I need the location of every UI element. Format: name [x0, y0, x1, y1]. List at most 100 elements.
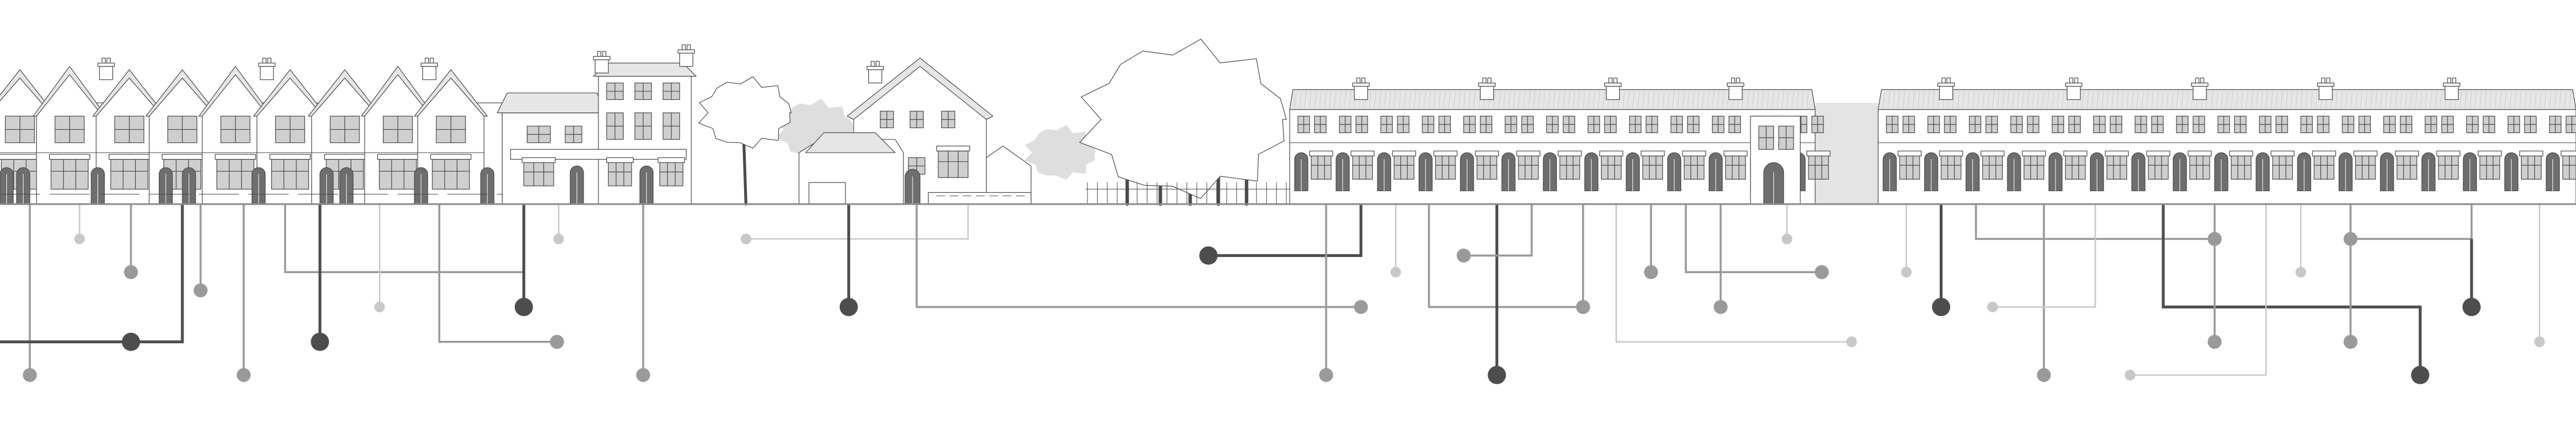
- door-icon: [2007, 152, 2021, 192]
- connector-line: [1208, 204, 1363, 257]
- bay-window-icon: [1392, 150, 1416, 180]
- terrace-unit: [1667, 115, 1706, 192]
- terrace-unit: [1584, 115, 1623, 192]
- house-icon: [198, 66, 272, 205]
- house-icon: [361, 66, 435, 205]
- window-icon: [167, 115, 198, 143]
- connector-node-icon: [2534, 336, 2545, 347]
- chimney-icon: [1727, 77, 1744, 100]
- window-icon: [1646, 115, 1658, 133]
- tree-icon: [1079, 38, 1290, 206]
- chimney-icon: [678, 44, 695, 67]
- window-icon: [1438, 115, 1451, 133]
- connector-node-icon: [1354, 300, 1368, 314]
- chimney-icon: [1937, 77, 1955, 100]
- window-icon: [1811, 115, 1824, 133]
- door-icon: [1460, 152, 1474, 192]
- window-icon: [1422, 115, 1435, 133]
- window-icon: [1604, 115, 1617, 133]
- bay-window-icon: [2561, 150, 2576, 180]
- door-icon: [2131, 152, 2146, 192]
- door-icon: [2048, 152, 2063, 192]
- chimney-icon: [593, 51, 610, 73]
- connector-node-icon: [553, 234, 564, 244]
- bay-window-icon: [1806, 150, 1831, 180]
- door-icon: [1882, 152, 1897, 192]
- window-icon: [2135, 115, 2147, 133]
- window-icon: [1587, 115, 1600, 133]
- chimney-icon: [866, 61, 884, 84]
- connector-line: [1615, 204, 1852, 343]
- bay-window-icon: [1641, 150, 1665, 180]
- bay-window-icon: [1599, 150, 1623, 180]
- door-icon: [639, 165, 654, 205]
- connector-node-icon: [374, 301, 385, 313]
- window-icon: [436, 115, 466, 143]
- window-icon: [2466, 115, 2479, 133]
- terrace-unit: [1501, 115, 1541, 192]
- chimney-icon: [1352, 77, 1370, 100]
- connector-node-icon: [1199, 246, 1218, 265]
- window-icon: [1314, 115, 1327, 133]
- terrace-unit: [2546, 115, 2576, 192]
- bay-window-icon: [430, 154, 472, 190]
- chimney-icon: [2065, 77, 2082, 100]
- window-icon: [910, 111, 924, 129]
- window-icon: [2524, 115, 2537, 133]
- bay-window-icon: [1980, 150, 2005, 180]
- window-icon: [1629, 115, 1642, 133]
- window-icon: [527, 126, 551, 143]
- connector-node-icon: [1319, 368, 1333, 382]
- bay-window-icon: [214, 154, 256, 190]
- window-icon: [2566, 115, 2576, 133]
- window-icon: [2358, 115, 2371, 133]
- bay-window-icon: [1557, 150, 1582, 180]
- terrace-unit: [2214, 115, 2253, 192]
- connector-node-icon: [2207, 335, 2222, 349]
- window-icon: [2383, 115, 2396, 133]
- window-icon: [1521, 115, 1534, 133]
- door-icon: [2172, 152, 2187, 192]
- door-icon: [91, 167, 105, 205]
- connector-node-icon: [2207, 232, 2222, 246]
- window-icon: [1380, 115, 1393, 133]
- house-icon: [92, 69, 166, 205]
- connector-node-icon: [1901, 267, 1912, 278]
- connector-node-icon: [1815, 265, 1829, 279]
- connector-node-icon: [636, 368, 651, 382]
- connector-node-icon: [741, 234, 751, 244]
- house-icon: [253, 69, 327, 205]
- window-icon: [2483, 115, 2495, 133]
- door-icon: [905, 169, 921, 205]
- window-icon: [2275, 115, 2288, 133]
- connector-node-icon: [1644, 265, 1658, 279]
- bay-window-icon: [2105, 150, 2129, 180]
- houses: [0, 44, 2576, 205]
- bay-window-icon: [2519, 150, 2543, 180]
- window-icon: [2317, 115, 2330, 133]
- window-icon: [1728, 115, 1741, 133]
- house-icon: [1750, 115, 1801, 205]
- window-icon: [5, 115, 35, 143]
- window-icon: [2052, 115, 2065, 133]
- terrace-unit: [1418, 115, 1458, 192]
- window-icon: [1397, 115, 1410, 133]
- window-icon: [634, 82, 652, 100]
- door-icon: [319, 167, 334, 205]
- connector-line: [1428, 204, 1583, 308]
- terrace-unit: [1882, 115, 1922, 192]
- house-icon: [33, 66, 107, 205]
- bay-window-icon: [1897, 150, 1922, 180]
- terrace-unit: [1966, 115, 2005, 192]
- bay-window-icon: [108, 154, 150, 190]
- connector-node-icon: [2462, 298, 2481, 316]
- door-icon: [1543, 152, 1557, 192]
- door-icon: [1626, 152, 1640, 192]
- connector-node-icon: [1390, 267, 1401, 278]
- door-icon: [414, 167, 428, 205]
- door-icon: [1763, 162, 1784, 205]
- window-icon: [1944, 115, 1957, 133]
- terrace-unit: [2131, 115, 2171, 192]
- connector-node-icon: [236, 368, 251, 382]
